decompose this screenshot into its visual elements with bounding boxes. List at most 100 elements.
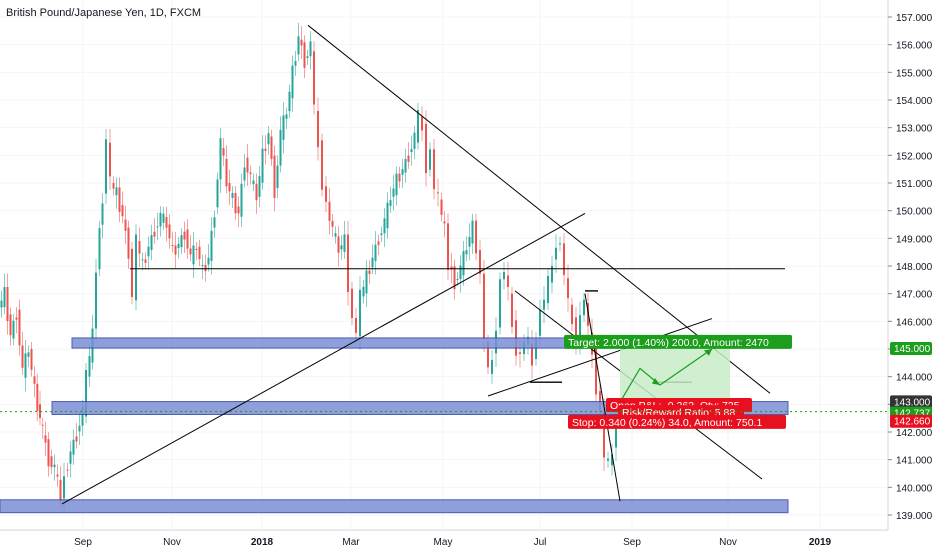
y-tick-label: 153.000 [896,124,932,135]
candle-body [177,243,180,249]
candle-body [210,230,213,262]
y-tick-label: 149.000 [896,234,932,245]
candle-body [131,248,133,297]
candle-body [189,248,192,255]
candle-body [85,370,87,417]
candle-body [487,341,489,368]
candle-body [124,219,127,231]
candle-body [337,236,340,253]
trend-line [307,24,771,394]
candle-body [507,275,509,288]
x-tick-label: Nov [163,537,181,548]
candle-body [503,272,505,280]
candle-body [303,42,306,68]
candle-body [362,286,365,297]
candle-body [165,217,168,228]
candle-body [440,199,443,215]
candle-body [41,424,44,426]
candle-body [603,412,605,458]
y-tick-label: 141.000 [896,456,932,467]
plot-background [0,0,888,530]
y-tick-label: 150.000 [896,207,932,218]
candle-body [135,234,137,301]
candle-body [27,352,30,357]
candle-body [56,474,59,477]
candle-body [282,115,285,140]
candle-body [413,132,416,149]
candle-body [6,287,9,322]
candle-body [198,246,201,260]
candle-body [288,91,291,112]
candle-body [0,300,3,308]
candle-body [95,272,97,329]
y-tick-label: 144.000 [896,373,932,384]
price-badge [890,414,932,428]
candle-body [183,231,186,240]
candle-body [66,469,69,471]
candle-body [595,347,597,395]
price-badge [890,342,932,355]
candle-body [401,169,404,175]
candle-body [204,264,207,272]
candle-body [377,241,380,245]
candle-body [291,65,294,99]
candle-body [138,241,141,254]
candle-body [547,275,549,304]
candle-body [240,183,243,217]
candle-body [105,139,107,194]
candle-body [456,279,459,281]
x-tick-label: Sep [74,537,92,548]
stop-label: Stop: 0.340 (0.24%) 34.0, Amount: 750.1 [568,414,786,429]
candle-body [75,436,78,442]
candle-body [297,36,300,55]
candle-body [258,176,261,197]
candle-body [313,51,315,105]
candle-body [421,116,423,131]
candle-body [334,233,337,237]
price-badge-label: 142.660 [894,417,931,428]
candle-body [186,229,189,249]
x-tick-label: May [434,537,453,548]
candle-body [380,233,383,236]
target-label: Target: 2.000 (1.40%) 200.0, Amount: 247… [564,334,792,349]
candle-body [44,435,47,443]
candle-body [153,231,156,237]
y-tick-label: 142.000 [896,428,932,439]
candle-body [98,228,101,270]
candle-body [81,406,84,426]
candle-body [9,314,12,336]
candle-body [465,249,468,255]
trend-line [61,212,586,505]
arrowhead [652,378,660,385]
candle-body [359,289,361,337]
candle-body [159,212,162,227]
candle-body [611,454,613,466]
support-zone [0,499,789,514]
candle-body [386,202,389,229]
candle-body [383,218,386,234]
candle-body [195,248,198,250]
candle-body [499,279,501,328]
candle-body [234,192,237,214]
candle-body [531,343,533,366]
candle-body [78,425,81,432]
long-position-tool[interactable]: Target: 2.000 (1.40%) 200.0, Amount: 247… [564,334,792,429]
candle-body [201,264,204,266]
candle-body [543,299,545,310]
candle-body [450,266,453,270]
candle-body [331,220,334,227]
y-tick-label: 155.000 [896,68,932,79]
candle-body [459,265,462,280]
candle-body [479,249,481,274]
candle-body [261,148,264,183]
candle-body [168,224,171,239]
candle-body [192,245,195,265]
candle-body [150,235,153,250]
candle-body [425,123,427,174]
candle-body [112,183,115,189]
candle-body [468,236,471,247]
candle-body [118,187,121,212]
candle-body [249,172,252,175]
y-tick-label: 140.000 [896,483,932,494]
